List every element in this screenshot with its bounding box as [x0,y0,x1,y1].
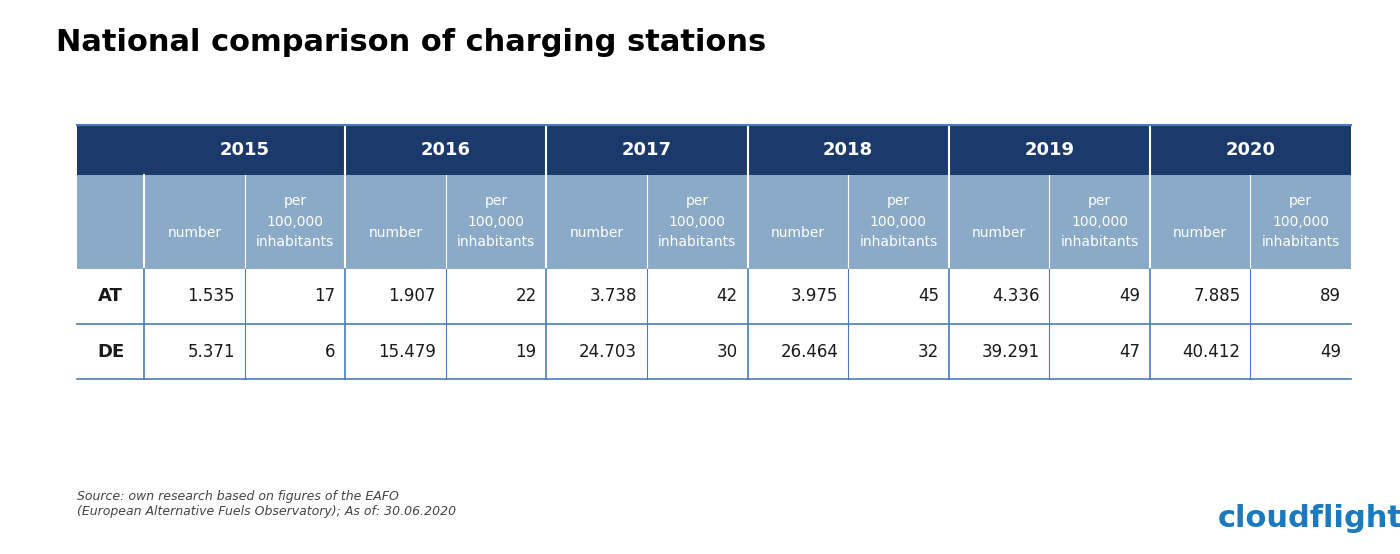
Text: inhabitants: inhabitants [860,235,938,249]
Text: AT: AT [98,288,123,305]
Text: inhabitants: inhabitants [456,235,535,249]
FancyBboxPatch shape [848,175,949,269]
FancyBboxPatch shape [647,175,748,269]
Text: 4.336: 4.336 [993,288,1039,305]
Text: 100,000: 100,000 [869,214,927,229]
FancyBboxPatch shape [748,125,949,175]
Text: 24.703: 24.703 [580,343,637,361]
Text: number: number [570,226,624,240]
Text: 89: 89 [1320,288,1341,305]
Text: per: per [484,194,508,208]
Text: 100,000: 100,000 [266,214,323,229]
FancyBboxPatch shape [77,125,144,175]
Text: 45: 45 [918,288,939,305]
Text: 17: 17 [314,288,336,305]
Text: 2015: 2015 [220,141,270,158]
FancyBboxPatch shape [77,175,144,269]
Text: National comparison of charging stations: National comparison of charging stations [56,28,766,57]
Text: 2017: 2017 [622,141,672,158]
FancyBboxPatch shape [546,125,748,175]
Text: 2018: 2018 [823,141,874,158]
FancyBboxPatch shape [245,175,346,269]
FancyBboxPatch shape [346,175,445,269]
FancyBboxPatch shape [949,175,1049,269]
Text: 40.412: 40.412 [1183,343,1240,361]
FancyBboxPatch shape [1250,175,1351,269]
Text: 100,000: 100,000 [468,214,525,229]
Text: per: per [686,194,708,208]
Text: per: per [886,194,910,208]
Text: 26.464: 26.464 [780,343,839,361]
Text: per: per [1088,194,1112,208]
FancyBboxPatch shape [546,175,647,269]
FancyBboxPatch shape [144,175,245,269]
Text: 49: 49 [1119,288,1140,305]
Text: 42: 42 [717,288,738,305]
Text: 2016: 2016 [421,141,470,158]
Text: 100,000: 100,000 [669,214,725,229]
Text: 1.907: 1.907 [389,288,435,305]
FancyBboxPatch shape [1149,175,1250,269]
Text: 7.885: 7.885 [1193,288,1240,305]
Text: 15.479: 15.479 [378,343,435,361]
Text: 3.738: 3.738 [589,288,637,305]
Text: 3.975: 3.975 [791,288,839,305]
Text: 47: 47 [1119,343,1140,361]
Text: inhabitants: inhabitants [1261,235,1340,249]
Text: 1.535: 1.535 [188,288,235,305]
FancyBboxPatch shape [346,125,546,175]
Text: 32: 32 [917,343,939,361]
Text: DE: DE [97,343,125,361]
Text: number: number [368,226,423,240]
Text: 49: 49 [1320,343,1341,361]
Text: 100,000: 100,000 [1071,214,1128,229]
Text: 19: 19 [515,343,536,361]
FancyBboxPatch shape [144,125,346,175]
Text: 5.371: 5.371 [188,343,235,361]
FancyBboxPatch shape [77,324,1351,379]
Text: cloudflight: cloudflight [1218,504,1400,533]
Text: per: per [283,194,307,208]
Text: inhabitants: inhabitants [1060,235,1138,249]
Text: 39.291: 39.291 [981,343,1039,361]
Text: 6: 6 [325,343,336,361]
Text: 2020: 2020 [1225,141,1275,158]
Text: number: number [972,226,1026,240]
FancyBboxPatch shape [748,175,848,269]
FancyBboxPatch shape [949,125,1149,175]
Text: number: number [167,226,221,240]
FancyBboxPatch shape [445,175,546,269]
FancyBboxPatch shape [1149,125,1351,175]
Text: inhabitants: inhabitants [658,235,736,249]
Text: 2019: 2019 [1025,141,1074,158]
Text: inhabitants: inhabitants [256,235,335,249]
FancyBboxPatch shape [77,269,1351,324]
Text: 22: 22 [515,288,536,305]
Text: per: per [1289,194,1312,208]
Text: 30: 30 [717,343,738,361]
FancyBboxPatch shape [1049,175,1149,269]
Text: number: number [771,226,825,240]
Text: Source: own research based on figures of the EAFO
(European Alternative Fuels Ob: Source: own research based on figures of… [77,490,456,519]
Text: 100,000: 100,000 [1273,214,1329,229]
Text: number: number [1173,226,1228,240]
